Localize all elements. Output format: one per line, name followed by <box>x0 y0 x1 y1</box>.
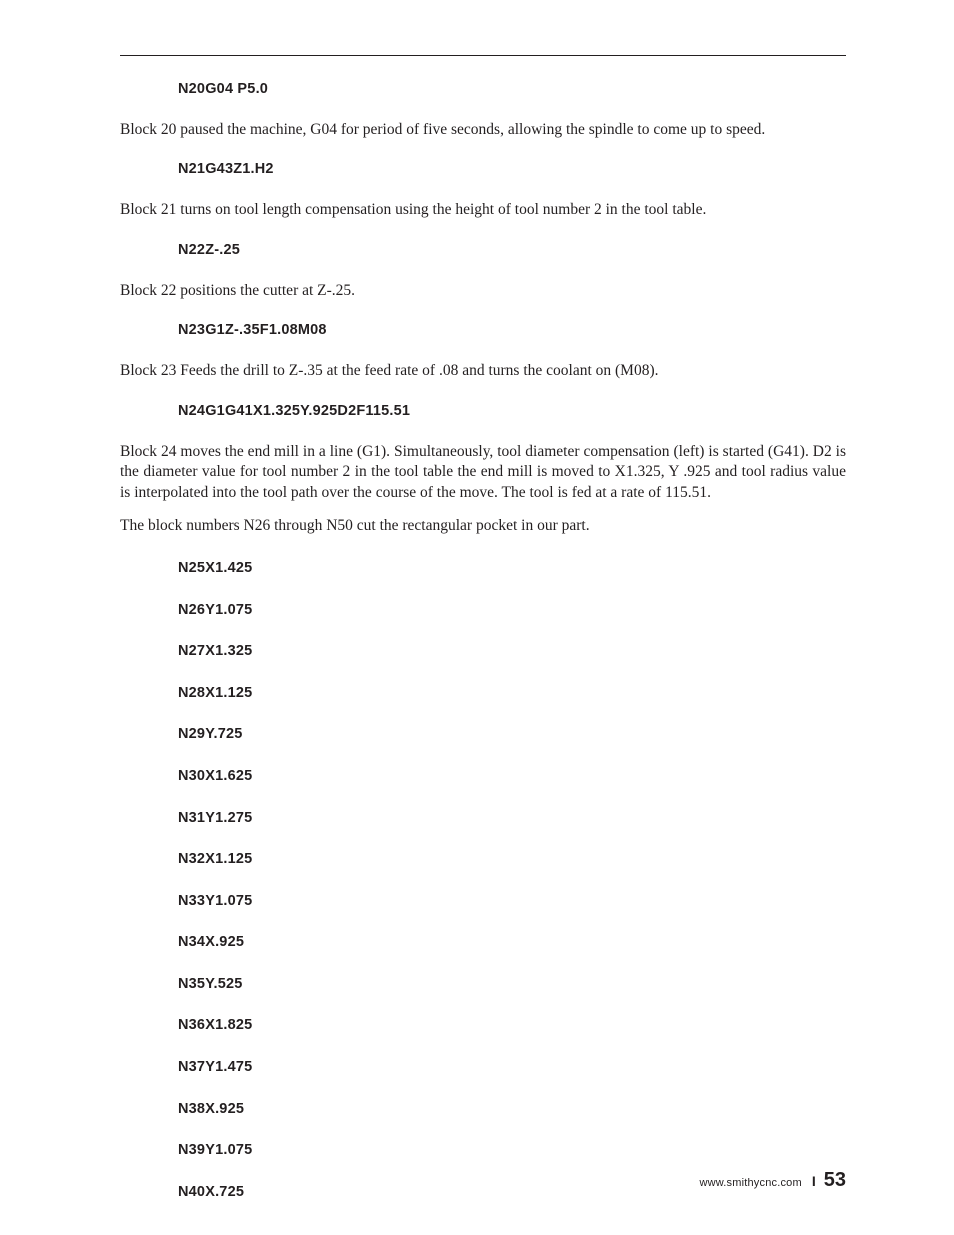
code-line: N34X.925 <box>178 933 846 953</box>
code-list: N25X1.425 N26Y1.075 N27X1.325 N28X1.125 … <box>120 559 846 1202</box>
code-line: N35Y.525 <box>178 975 846 995</box>
code-line: N27X1.325 <box>178 642 846 662</box>
body-paragraph: Block 22 positions the cutter at Z-.25. <box>120 281 846 302</box>
code-line: N33Y1.075 <box>178 892 846 912</box>
code-line: N28X1.125 <box>178 684 846 704</box>
code-line: N29Y.725 <box>178 725 846 745</box>
page-number: 53 <box>824 1170 846 1190</box>
code-line: N38X.925 <box>178 1100 846 1120</box>
body-paragraph: Block 24 moves the end mill in a line (G… <box>120 442 846 505</box>
body-paragraph: The block numbers N26 through N50 cut th… <box>120 516 846 537</box>
code-line: N25X1.425 <box>178 559 846 579</box>
code-line: N20G04 P5.0 <box>178 80 846 100</box>
code-line: N24G1G41X1.325Y.925D2F115.51 <box>178 402 846 422</box>
code-line: N23G1Z-.35F1.08M08 <box>178 321 846 341</box>
body-paragraph: Block 23 Feeds the drill to Z-.35 at the… <box>120 361 846 382</box>
code-line: N30X1.625 <box>178 767 846 787</box>
code-line: N39Y1.075 <box>178 1141 846 1161</box>
code-line: N32X1.125 <box>178 850 846 870</box>
code-line: N22Z-.25 <box>178 241 846 261</box>
footer-separator: I <box>812 1173 816 1189</box>
code-line: N36X1.825 <box>178 1016 846 1036</box>
footer-url: www.smithycnc.com <box>699 1177 801 1189</box>
top-rule <box>120 55 846 56</box>
code-line: N31Y1.275 <box>178 809 846 829</box>
page: N20G04 P5.0 Block 20 paused the machine,… <box>0 0 954 1235</box>
page-content: N20G04 P5.0 Block 20 paused the machine,… <box>120 80 846 1202</box>
body-paragraph: Block 20 paused the machine, G04 for per… <box>120 120 846 141</box>
code-line: N21G43Z1.H2 <box>178 160 846 180</box>
code-line: N37Y1.475 <box>178 1058 846 1078</box>
body-paragraph: Block 21 turns on tool length compensati… <box>120 200 846 221</box>
code-line: N26Y1.075 <box>178 601 846 621</box>
page-footer: www.smithycnc.com I 53 <box>699 1170 846 1190</box>
